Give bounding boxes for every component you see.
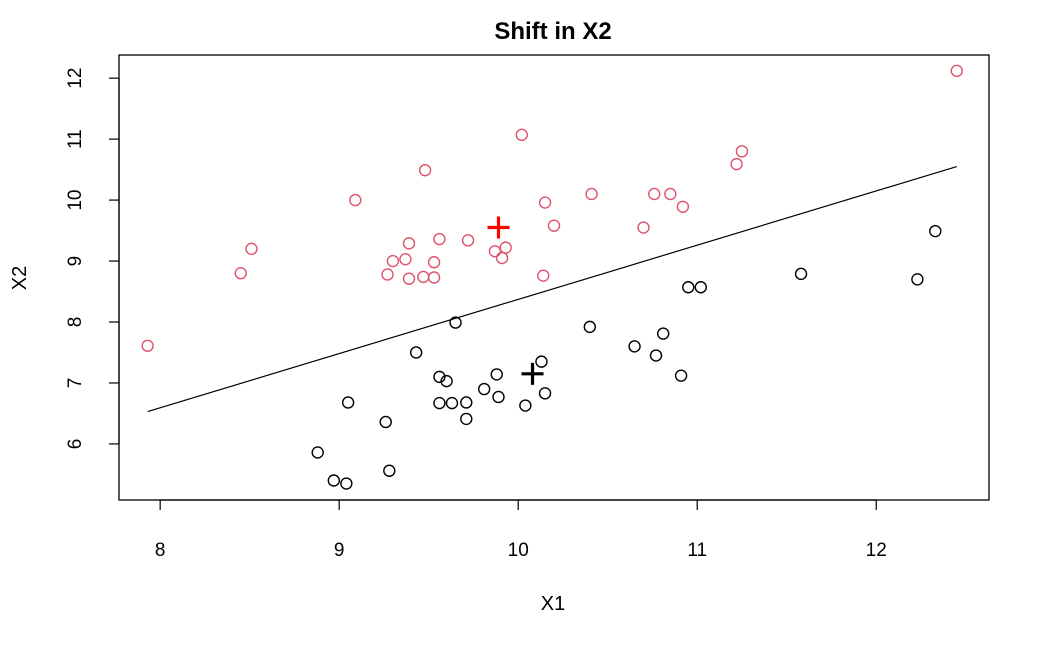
data-point — [402, 272, 416, 285]
chart-title: Shift in X2 — [494, 18, 611, 45]
decision-boundary-line — [147, 165, 957, 413]
mean-markers-layer — [487, 216, 544, 385]
plot-box — [118, 54, 990, 501]
x-tick-label: 8 — [155, 540, 166, 561]
data-point — [433, 370, 446, 384]
data-point — [381, 268, 394, 281]
y-axis-label: X2 — [9, 266, 31, 290]
data-point — [349, 193, 362, 207]
points-layer — [141, 64, 963, 490]
data-point — [519, 399, 532, 412]
data-point — [682, 281, 695, 294]
data-point — [234, 267, 247, 280]
data-point — [245, 242, 258, 256]
data-point — [929, 224, 942, 238]
mean-marker — [521, 362, 544, 385]
data-point — [515, 128, 528, 142]
data-point — [409, 346, 423, 359]
series-group — [311, 224, 942, 490]
data-point — [794, 267, 808, 281]
series-group — [141, 64, 963, 352]
data-point — [427, 271, 441, 284]
data-point — [399, 253, 412, 266]
data-point — [417, 270, 430, 284]
data-point — [340, 477, 353, 490]
data-point — [637, 221, 650, 234]
y-axis: 6 7 8 9 10 11 12 — [65, 68, 120, 450]
data-point — [583, 320, 597, 334]
data-point — [141, 339, 154, 352]
x-tick-label: 12 — [866, 540, 887, 561]
data-point — [492, 390, 505, 404]
data-point — [433, 232, 446, 246]
data-point — [460, 396, 473, 409]
data-point — [341, 396, 355, 409]
y-tick-label: 11 — [65, 129, 86, 149]
data-point — [676, 200, 690, 213]
data-point — [327, 474, 341, 487]
x-tick-label: 11 — [687, 540, 707, 561]
data-point — [674, 369, 688, 382]
data-point — [538, 387, 552, 400]
data-point — [311, 446, 324, 459]
data-point — [628, 340, 641, 353]
x-axis: 8 9 10 11 12 — [155, 499, 887, 561]
data-point — [537, 269, 550, 282]
data-point — [495, 251, 509, 265]
data-point — [656, 327, 670, 340]
x-tick-label: 9 — [334, 540, 345, 561]
x-tick-label: 10 — [508, 540, 529, 561]
data-point — [386, 254, 400, 268]
mean-marker — [487, 216, 510, 239]
data-point — [449, 316, 462, 329]
data-point — [649, 349, 663, 362]
data-point — [499, 241, 512, 254]
data-point — [461, 234, 475, 247]
data-point — [950, 64, 963, 78]
data-point — [694, 281, 707, 294]
y-tick-label: 7 — [65, 378, 86, 389]
data-point — [433, 396, 446, 410]
data-point — [427, 256, 441, 269]
data-point — [488, 245, 502, 258]
data-point — [383, 464, 396, 477]
data-point — [730, 157, 743, 171]
data-point — [418, 164, 432, 177]
data-point — [445, 396, 459, 410]
data-point — [585, 187, 598, 201]
data-point — [735, 145, 749, 158]
data-point — [460, 412, 473, 426]
y-tick-label: 8 — [65, 317, 86, 328]
data-point — [664, 187, 677, 201]
data-point — [535, 355, 548, 368]
data-point — [440, 374, 453, 388]
data-point — [477, 382, 491, 396]
y-tick-label: 10 — [65, 190, 86, 211]
data-point — [547, 219, 561, 232]
y-tick-label: 6 — [65, 439, 86, 450]
data-point — [402, 237, 416, 250]
data-point — [911, 273, 924, 286]
y-tick-label: 12 — [65, 68, 86, 89]
data-point — [648, 187, 661, 201]
data-point — [490, 368, 503, 381]
decision-boundary-layer — [147, 165, 957, 413]
x-axis-label: X1 — [541, 593, 565, 615]
data-point — [538, 196, 552, 209]
data-point — [379, 415, 392, 429]
y-tick-label: 9 — [65, 256, 86, 267]
